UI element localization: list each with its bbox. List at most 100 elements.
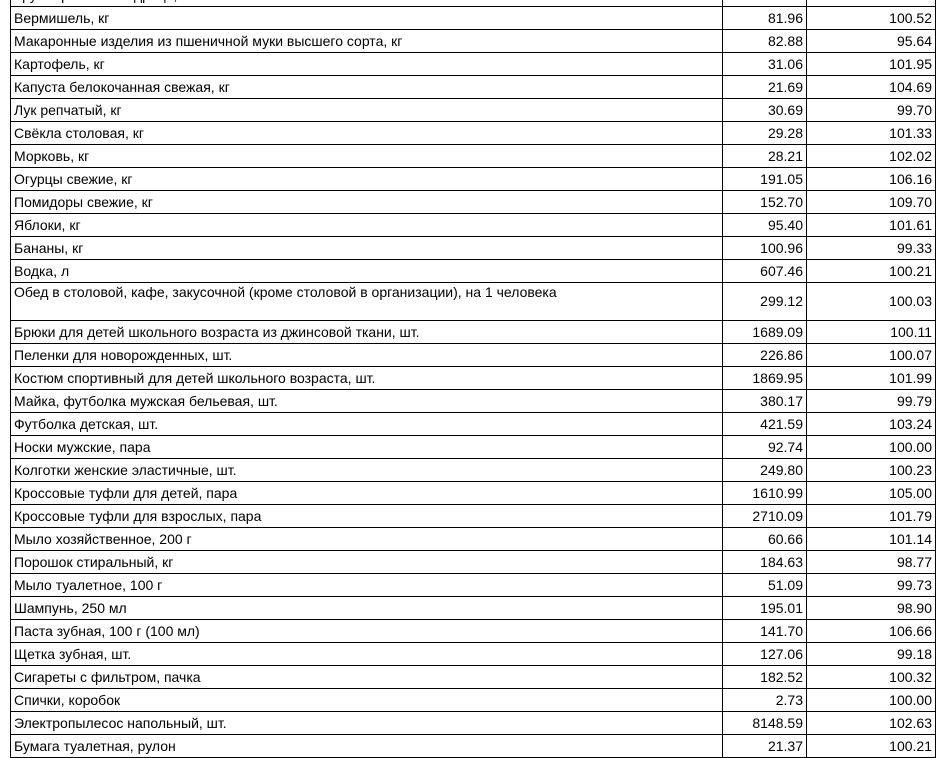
table-body: Крупа гречневая-ядрица, кгВермишель, кг8… [10,0,936,758]
table-row: Лук репчатый, кг 30.69 99.70 [10,98,936,122]
price-cell: 60.66 [722,527,807,551]
index-cell: 100.21 [806,734,936,758]
table-row: Картофель, кг 31.06 101.95 [10,52,936,76]
price-cell: 1610.99 [722,481,807,505]
index-cell: 101.99 [806,366,936,390]
price-cell: 195.01 [722,596,807,620]
table-row: Кроссовые туфли для взрослых, пара 2710.0… [10,504,936,528]
table-row: Кроссовые туфли для детей, пара 1610.99 10… [10,481,936,505]
price-cell: 95.40 [722,213,807,237]
price-cell: 81.96 [722,6,807,30]
index-cell: 101.61 [806,213,936,237]
index-cell: 98.77 [806,550,936,574]
index-cell: 100.00 [806,688,936,712]
price-cell: 2.73 [722,688,807,712]
price-cell: 127.06 [722,642,807,666]
price-cell: 299.12 [722,282,807,321]
table-row: Яблоки, кг 95.40 101.61 [10,213,936,237]
table-row: Капуста белокочанная свежая, кг 21.69 104.… [10,75,936,99]
index-cell: 99.73 [806,573,936,597]
price-cell: 421.59 [722,412,807,436]
table-row: Обед в столовой, кафе, закусочной (кроме… [10,282,936,321]
index-cell: 99.33 [806,236,936,260]
index-cell: 100.52 [806,6,936,30]
item-name: Электропылесос напольный, шт. [10,711,723,735]
price-cell: 21.37 [722,734,807,758]
index-cell: 100.07 [806,343,936,367]
table-row: Мыло хозяйственное, 200 г 60.66 101.14 [10,527,936,551]
table-row: Вермишель, кг 81.96 100.52 [10,6,936,30]
price-table: Крупа гречневая-ядрица, кгВермишель, кг8… [10,0,936,758]
item-name: Пеленки для новорожденных, шт. [10,343,723,367]
item-name: Футболка детская, шт. [10,412,723,436]
price-cell: 607.46 [722,259,807,283]
item-name: Паста зубная, 100 г (100 мл) [10,619,723,643]
item-name: Колготки женские эластичные, шт. [10,458,723,482]
item-name: Морковь, кг [10,144,723,168]
table-row: Морковь, кг 28.21 102.02 [10,144,936,168]
table-row: Шампунь, 250 мл 195.01 98.90 [10,596,936,620]
table-row: Порошок стиральный, кг 184.63 98.77 [10,550,936,574]
price-cell: 31.06 [722,52,807,76]
price-cell: 1869.95 [722,366,807,390]
item-name: Картофель, кг [10,52,723,76]
item-name: Бананы, кг [10,236,723,260]
table-row: Колготки женские эластичные, шт. 249.80 10… [10,458,936,482]
item-name: Яблоки, кг [10,213,723,237]
price-cell: 21.69 [722,75,807,99]
item-name: Бумага туалетная, рулон [10,734,723,758]
price-cell: 1689.09 [722,320,807,344]
price-cell: 152.70 [722,190,807,214]
price-cell: 380.17 [722,389,807,413]
price-cell: 29.28 [722,121,807,145]
item-name: Щетка зубная, шт. [10,642,723,666]
index-cell: 101.79 [806,504,936,528]
index-cell: 102.63 [806,711,936,735]
table-row: Мыло туалетное, 100 г 51.09 99.73 [10,573,936,597]
table-row: Бананы, кг 100.96 99.33 [10,236,936,260]
table-row: Щетка зубная, шт. 127.06 99.18 [10,642,936,666]
price-cell: 141.70 [722,619,807,643]
price-cell: 182.52 [722,665,807,689]
table-row: Брюки для детей школьного возраста из дж… [10,320,936,344]
index-cell: 104.69 [806,75,936,99]
table-row: Футболка детская, шт. 421.59 103.24 [10,412,936,436]
index-cell: 100.23 [806,458,936,482]
index-cell: 100.00 [806,435,936,459]
item-name: Спички, коробок [10,688,723,712]
table-row: Водка, л 607.46 100.21 [10,259,936,283]
index-cell: 99.18 [806,642,936,666]
table-row: Костюм спортивный для детей школьного во… [10,366,936,390]
index-cell: 100.21 [806,259,936,283]
table-row: Макаронные изделия из пшеничной муки выс… [10,29,936,53]
item-name: Помидоры свежие, кг [10,190,723,214]
table-row: Электропылесос напольный, шт. 8148.59 102.… [10,711,936,735]
price-cell: 191.05 [722,167,807,191]
item-name: Обед в столовой, кафе, закусочной (кроме… [10,282,723,321]
index-cell: 109.70 [806,190,936,214]
item-name: Свёкла столовая, кг [10,121,723,145]
price-cell: 249.80 [722,458,807,482]
table-row: Носки мужские, пара 92.74 100.00 [10,435,936,459]
index-cell: 95.64 [806,29,936,53]
index-cell: 101.95 [806,52,936,76]
price-cell: 30.69 [722,98,807,122]
item-name: Лук репчатый, кг [10,98,723,122]
index-cell: 101.33 [806,121,936,145]
price-cell: 226.86 [722,343,807,367]
item-name: Носки мужские, пара [10,435,723,459]
item-name: Шампунь, 250 мл [10,596,723,620]
table-row: Бумага туалетная, рулон 21.37 100.21 [10,734,936,758]
index-cell: 99.79 [806,389,936,413]
price-cell: 100.96 [722,236,807,260]
item-name: Вермишель, кг [10,6,723,30]
index-cell: 100.03 [806,282,936,321]
item-name: Кроссовые туфли для детей, пара [10,481,723,505]
index-cell: 101.14 [806,527,936,551]
item-name: Макаронные изделия из пшеничной муки выс… [10,29,723,53]
item-name: Костюм спортивный для детей школьного во… [10,366,723,390]
table-row: Паста зубная, 100 г (100 мл) 141.70 106.66 [10,619,936,643]
table-row: Спички, коробок 2.73 100.00 [10,688,936,712]
table-row: Огурцы свежие, кг 191.05 106.16 [10,167,936,191]
